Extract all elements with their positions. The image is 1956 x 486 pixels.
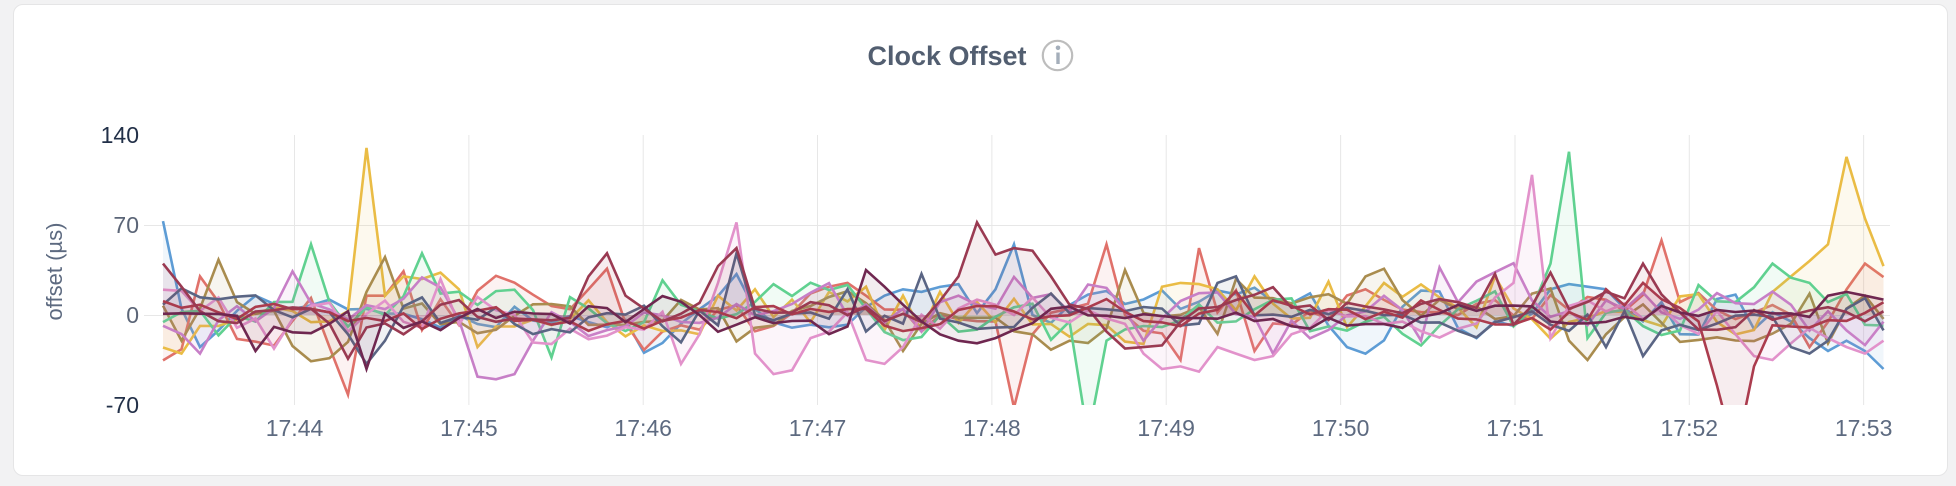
svg-text:140: 140 <box>101 122 139 148</box>
svg-text:17:48: 17:48 <box>963 415 1021 441</box>
svg-text:17:52: 17:52 <box>1661 415 1719 441</box>
svg-text:17:49: 17:49 <box>1137 415 1195 441</box>
svg-text:17:47: 17:47 <box>789 415 847 441</box>
svg-text:17:45: 17:45 <box>440 415 498 441</box>
svg-text:0: 0 <box>126 302 139 328</box>
svg-text:17:51: 17:51 <box>1486 415 1544 441</box>
svg-text:17:50: 17:50 <box>1312 415 1370 441</box>
svg-text:Clock Offset: Clock Offset <box>867 41 1026 71</box>
svg-text:offset (µs): offset (µs) <box>42 223 67 321</box>
svg-text:70: 70 <box>113 212 139 238</box>
svg-text:17:44: 17:44 <box>266 415 324 441</box>
svg-text:17:53: 17:53 <box>1835 415 1893 441</box>
svg-text:17:46: 17:46 <box>614 415 672 441</box>
svg-text:-70: -70 <box>106 392 139 418</box>
